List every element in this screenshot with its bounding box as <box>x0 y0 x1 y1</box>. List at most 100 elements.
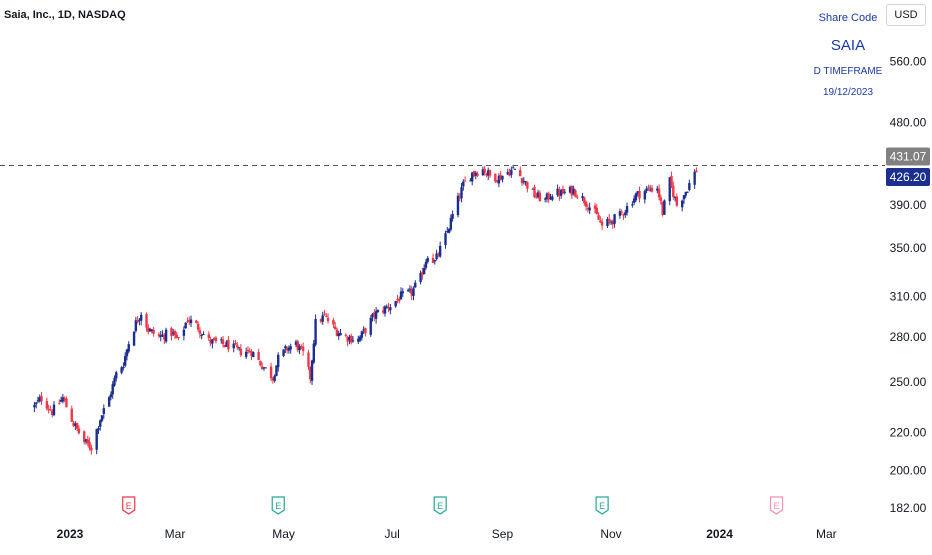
x-tick-label: Jul <box>384 527 399 541</box>
candle <box>150 328 154 334</box>
candle <box>86 435 89 447</box>
candle <box>221 336 225 348</box>
candle <box>398 296 401 304</box>
candle <box>152 326 155 337</box>
candle <box>374 307 378 324</box>
candle <box>632 195 636 205</box>
candle <box>244 347 248 359</box>
candle <box>296 339 299 353</box>
candle <box>40 391 43 406</box>
candle <box>132 331 136 347</box>
candle <box>220 337 223 344</box>
candle <box>348 334 351 345</box>
earnings-marker[interactable]: E <box>595 496 609 515</box>
candle <box>209 336 212 346</box>
candle <box>289 343 292 354</box>
candle <box>177 336 180 341</box>
candle <box>394 300 397 308</box>
candle <box>269 362 273 382</box>
candle <box>212 336 216 341</box>
earnings-marker[interactable]: E <box>271 496 285 515</box>
candle <box>138 318 141 326</box>
candle <box>460 182 463 203</box>
earnings-marker[interactable]: E <box>433 496 447 515</box>
x-tick-label: 2024 <box>706 527 733 541</box>
candle <box>396 294 399 304</box>
price-axis[interactable]: 560.00 480.00 390.00 350.00 310.00 280.00 250.… <box>890 55 927 516</box>
candle <box>424 259 428 270</box>
candle <box>693 169 696 189</box>
candle <box>83 430 86 445</box>
candle <box>294 339 298 348</box>
y-tick-label: 200.00 <box>890 464 927 478</box>
last-price-label: 426.20 <box>886 167 930 186</box>
candle <box>584 200 588 211</box>
svg-text:E: E <box>774 501 780 511</box>
candle <box>606 216 609 228</box>
time-axis[interactable]: 2023 Mar May Jul Sep Nov 2024 Mar <box>57 527 837 541</box>
candle <box>262 367 266 371</box>
candle <box>613 213 616 228</box>
candle <box>122 362 125 371</box>
candle <box>438 241 442 258</box>
candle <box>406 288 410 293</box>
candle <box>471 171 474 186</box>
candle <box>227 335 230 353</box>
candle <box>536 189 540 199</box>
svg-text:E: E <box>599 501 605 511</box>
candle <box>547 191 550 203</box>
high-price-label: 431.07 <box>886 147 930 166</box>
candle <box>695 167 698 173</box>
candle <box>33 401 36 413</box>
candle <box>497 173 501 188</box>
candle <box>659 194 663 205</box>
candle <box>90 444 93 455</box>
candle <box>99 419 102 431</box>
candle <box>239 343 243 358</box>
candle <box>349 333 353 345</box>
candle <box>431 253 435 264</box>
candle <box>123 352 127 368</box>
candle <box>127 341 130 354</box>
candle <box>120 366 123 375</box>
candle <box>321 311 324 325</box>
candle <box>595 203 598 215</box>
price-labels: 431.07 426.20 <box>886 147 930 186</box>
candle <box>535 192 538 199</box>
candle <box>139 312 143 326</box>
candle <box>382 306 385 315</box>
candle <box>246 346 250 354</box>
candle <box>282 349 285 358</box>
currency-button[interactable]: USD <box>886 4 926 26</box>
candle <box>462 179 465 191</box>
candle <box>312 339 316 364</box>
candle <box>476 171 479 178</box>
candle <box>232 340 235 353</box>
candle <box>234 339 237 346</box>
candle <box>113 375 116 387</box>
candle <box>100 415 104 423</box>
candle <box>84 439 88 445</box>
earnings-marker[interactable]: E <box>769 496 784 515</box>
candle <box>38 394 41 403</box>
candle <box>161 330 164 338</box>
candle <box>586 204 590 213</box>
candle <box>684 191 687 199</box>
earnings-marker[interactable]: E <box>122 496 136 515</box>
candle <box>570 185 574 199</box>
candle <box>513 168 517 170</box>
candle <box>568 185 572 194</box>
svg-text:E: E <box>437 501 443 511</box>
candle <box>508 168 511 177</box>
x-tick-label: Nov <box>600 527 621 541</box>
candle <box>447 228 451 234</box>
candle <box>34 401 38 409</box>
candle <box>670 171 673 189</box>
candle <box>519 166 522 177</box>
candle <box>70 405 73 422</box>
candle <box>559 188 563 199</box>
candle <box>319 318 323 324</box>
timeframe-label: D TIMEFRAME <box>813 66 883 77</box>
